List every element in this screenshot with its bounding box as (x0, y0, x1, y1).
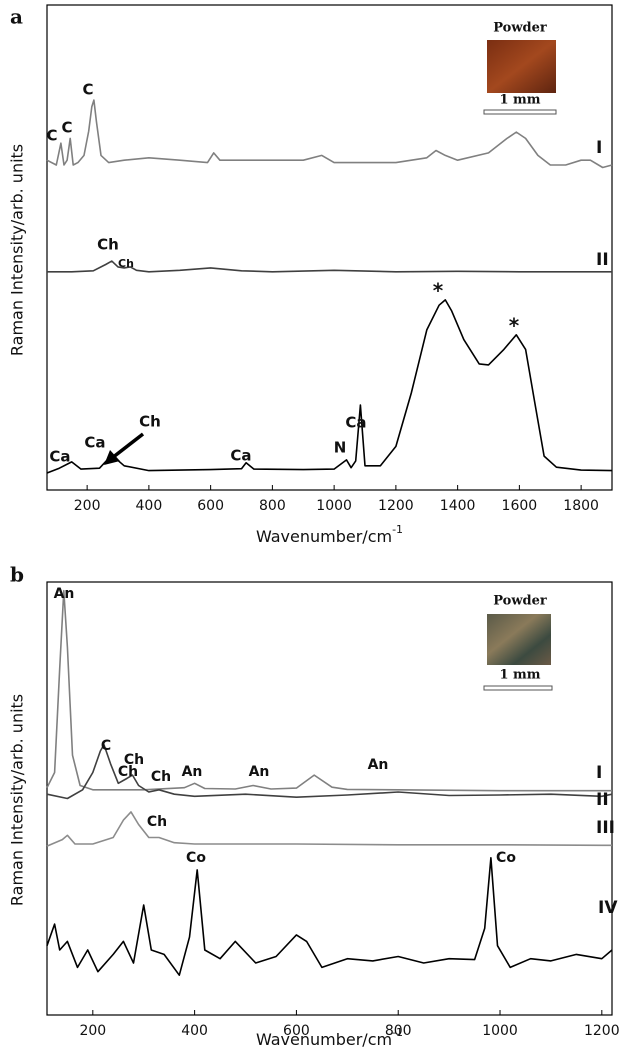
x-axis-label-text: Wavenumber/cm (256, 527, 392, 546)
series-label: II (596, 250, 609, 270)
peak-annotation: C (101, 738, 111, 754)
panel-label: a (10, 5, 23, 29)
x-tick-label: 600 (197, 498, 224, 514)
panel-label: b (10, 563, 24, 587)
spectrum-line (46, 857, 613, 976)
peak-annotation: N (334, 439, 347, 457)
x-tick-label: 1000 (316, 498, 352, 514)
arrow-head (104, 450, 120, 465)
spectrum-line (46, 589, 612, 792)
series-label: III (596, 818, 615, 838)
inset-photo (487, 40, 556, 93)
series-label: II (596, 790, 609, 810)
x-axis-label-superscript: -1 (392, 1026, 403, 1039)
x-axis-label: Wavenumber/cm-1 (256, 1026, 403, 1049)
x-tick-label: 600 (283, 1023, 310, 1039)
inset-title: Powder (493, 21, 547, 36)
series-label: I (596, 763, 602, 783)
x-axis-label: Wavenumber/cm-1 (256, 523, 403, 546)
y-axis-label: Raman Intensity/arb. units (8, 694, 27, 906)
peak-annotation: C (46, 127, 57, 145)
x-tick-label: 800 (385, 1023, 412, 1039)
peak-annotation: C (61, 119, 72, 137)
spectrum-line (47, 260, 612, 273)
x-tick-label: 200 (79, 1023, 106, 1039)
peak-annotation: Ch (118, 764, 138, 780)
peak-annotation: Ch (151, 769, 171, 785)
peak-annotation: Ch (139, 413, 161, 431)
x-tick-label: 1400 (440, 498, 476, 514)
inset-photo (487, 614, 551, 665)
inset-scale: 1 mm (499, 93, 540, 108)
series-label: IV (598, 898, 618, 918)
peak-annotation: An (182, 764, 203, 780)
spectrum-line (46, 744, 613, 800)
plot-frame (46, 4, 613, 491)
peak-annotation: Ca (230, 447, 251, 465)
inset-scale: 1 mm (499, 668, 540, 683)
peak-annotation: Ch (124, 752, 144, 768)
spectrum-line (46, 99, 613, 169)
x-tick-label: 400 (136, 498, 163, 514)
peak-annotation: Co (186, 850, 206, 866)
peak-annotation: Ch (147, 814, 167, 830)
peak-annotation: Ca (345, 414, 366, 432)
spectrum-line (46, 299, 613, 474)
x-tick-label: 400 (181, 1023, 208, 1039)
peak-annotation: Ca (49, 448, 70, 466)
peak-annotation: Co (496, 850, 516, 866)
x-tick-label: 1200 (584, 1023, 620, 1039)
y-axis-label: Raman Intensity/arb. units (8, 144, 27, 356)
arrow (110, 432, 145, 460)
x-tick-label: 1200 (378, 498, 414, 514)
peak-annotation: Ch (97, 236, 119, 254)
x-axis-label-superscript: -1 (392, 523, 403, 536)
x-tick-label: 1000 (482, 1023, 518, 1039)
inset-title: Powder (493, 594, 547, 609)
peak-annotation: * (509, 314, 520, 338)
peak-annotation: C (82, 81, 93, 99)
x-tick-label: 200 (74, 498, 101, 514)
plot-frame (46, 581, 613, 1016)
peak-annotation: Ch (118, 257, 134, 270)
x-tick-label: 1800 (563, 498, 599, 514)
peak-annotation: * (433, 279, 444, 303)
x-axis-label-text: Wavenumber/cm (256, 1030, 392, 1049)
x-tick-label: 1600 (502, 498, 538, 514)
peak-annotation: Ca (84, 434, 105, 452)
peak-annotation: An (54, 586, 75, 602)
series-label: I (596, 138, 602, 158)
peak-annotation: An (368, 757, 389, 773)
scale-bar (483, 685, 553, 691)
spectrum-line (46, 811, 612, 847)
x-tick-label: 800 (259, 498, 286, 514)
scale-bar (483, 109, 557, 115)
peak-annotation: An (249, 764, 270, 780)
